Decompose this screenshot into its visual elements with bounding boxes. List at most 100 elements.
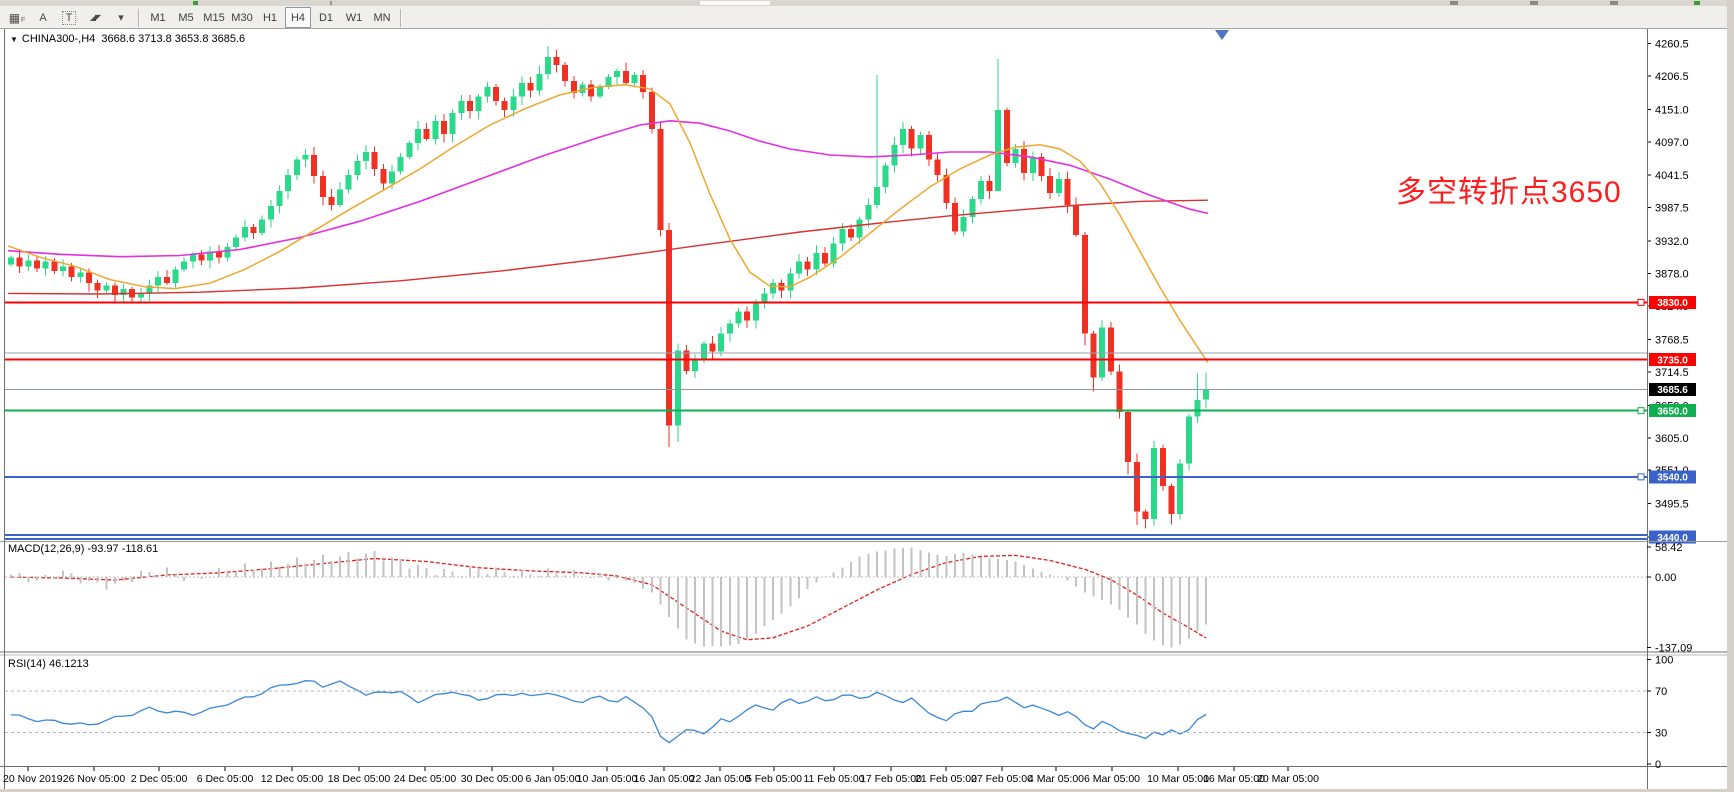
timeframe-button-h1[interactable]: H1 [262, 11, 278, 24]
svg-text:3714.5: 3714.5 [1655, 367, 1689, 379]
price-badge-3650.0: 3650.0 [1649, 404, 1696, 417]
svg-text:10 Jan 05:00: 10 Jan 05:00 [577, 773, 638, 785]
svg-text:16 Mar 05:00: 16 Mar 05:00 [1203, 773, 1265, 785]
svg-text:17 Feb 05:00: 17 Feb 05:00 [860, 773, 922, 785]
right-shift-marker-icon[interactable] [1215, 30, 1229, 40]
svg-text:16 Jan 05:00: 16 Jan 05:00 [634, 773, 695, 785]
clipped-icon-fragment [1694, 1, 1700, 5]
svg-text:26 Nov 05:00: 26 Nov 05:00 [63, 773, 126, 785]
svg-text:27 Feb 05:00: 27 Feb 05:00 [971, 773, 1033, 785]
svg-text:4041.5: 4041.5 [1655, 170, 1689, 182]
svg-text:70: 70 [1655, 686, 1667, 698]
price-badge-3540.0: 3540.0 [1649, 470, 1696, 484]
svg-text:18 Dec 05:00: 18 Dec 05:00 [328, 773, 391, 785]
svg-text:30: 30 [1655, 728, 1667, 740]
drawing-tools-group: ▦ F A T ◢◤ ▾ [0, 6, 134, 29]
timeframe-button-h4[interactable]: H4 [285, 7, 311, 28]
clipped-icon-fragment [193, 1, 198, 5]
level-anchor-handle[interactable] [1637, 473, 1645, 481]
time-axis: 20 Nov 2019 26 Nov 05:00 2 Dec 05:00 6 Dec … [3, 773, 1319, 785]
current-price-badge: 3685.6 [1649, 382, 1696, 396]
svg-text:3605.0: 3605.0 [1655, 433, 1689, 445]
price-badge-3440.0: 3440.0 [1649, 530, 1696, 544]
level-anchor-handle[interactable] [1637, 407, 1645, 415]
svg-text:4097.0: 4097.0 [1655, 137, 1689, 149]
svg-text:3987.5: 3987.5 [1655, 203, 1689, 215]
clipped-upper-toolbar [0, 0, 1734, 6]
chart-symbol-title: ▼ CHINA300-,H4 3668.6 3713.8 3653.8 3685.… [10, 33, 245, 45]
toolbar-separator [400, 8, 402, 27]
symbol-ohlc-text: CHINA300-,H4 3668.6 3713.8 3653.8 3685.6 [21, 33, 246, 45]
svg-text:30 Dec 05:00: 30 Dec 05:00 [461, 773, 524, 785]
macd-signal-line [10, 554, 1207, 641]
svg-text:3932.0: 3932.0 [1655, 236, 1689, 248]
svg-text:2 Dec 05:00: 2 Dec 05:00 [131, 773, 188, 785]
level-anchor-handle[interactable] [1637, 298, 1645, 306]
svg-text:11 Feb 05:00: 11 Feb 05:00 [803, 773, 864, 785]
window-right-frame [1727, 0, 1734, 792]
clipped-icon-fragment [700, 1, 770, 5]
svg-text:3768.5: 3768.5 [1655, 334, 1689, 346]
text-box-icon[interactable]: T [58, 9, 80, 27]
ma-red-slow [7, 199, 1209, 295]
symbol-dropdown-icon[interactable]: ▼ [10, 35, 18, 44]
svg-text:3685.6: 3685.6 [1657, 385, 1688, 396]
window-bottom-frame [0, 789, 1734, 792]
svg-text:3650.0: 3650.0 [1657, 406, 1688, 417]
rsi-line [10, 680, 1207, 744]
cursor-arrows-icon[interactable]: ◢◤ [89, 13, 101, 22]
svg-text:3878.0: 3878.0 [1655, 269, 1689, 281]
chart-background [0, 29, 1727, 789]
svg-text:5 Feb 05:00: 5 Feb 05:00 [746, 773, 802, 785]
svg-text:6 Mar 05:00: 6 Mar 05:00 [1084, 773, 1140, 785]
svg-text:24 Dec 05:00: 24 Dec 05:00 [394, 773, 457, 785]
timeframe-button-m1[interactable]: M1 [150, 11, 166, 24]
clipped-icon-fragment [1450, 1, 1458, 5]
svg-text:6 Dec 05:00: 6 Dec 05:00 [197, 773, 254, 785]
svg-text:3495.5: 3495.5 [1655, 499, 1689, 511]
svg-text:22 Jan 05:00: 22 Jan 05:00 [690, 773, 751, 785]
grid-field-icon-sub: F [21, 17, 26, 24]
tools-dropdown-caret-icon[interactable]: ▾ [118, 12, 124, 24]
svg-text:58.42: 58.42 [1655, 542, 1683, 554]
clipped-icon-fragment [1610, 1, 1618, 5]
timeframe-button-m30[interactable]: M30 [231, 11, 253, 24]
macd-pane: 58.42 0.00 -137.09 [10, 542, 1692, 655]
svg-text:0.00: 0.00 [1655, 572, 1676, 584]
svg-text:3830.0: 3830.0 [1657, 298, 1688, 309]
svg-text:3735.0: 3735.0 [1657, 355, 1688, 366]
svg-text:4260.5: 4260.5 [1655, 38, 1689, 50]
timeframe-button-m15[interactable]: M15 [203, 11, 225, 24]
svg-text:4206.5: 4206.5 [1655, 71, 1689, 83]
font-a-icon[interactable]: A [39, 11, 47, 24]
svg-text:100: 100 [1655, 655, 1673, 667]
timeframe-button-mn[interactable]: MN [373, 11, 391, 24]
top-toolbar: ▦ F A T ◢◤ ▾ M1 M5 M15 M30 H1 H4 D1 W1 MN [0, 6, 1734, 30]
rsi-pane: 100 70 30 0 [10, 655, 1673, 771]
svg-text:20 Nov 2019: 20 Nov 2019 [3, 773, 63, 785]
svg-text:4 Mar 05:00: 4 Mar 05:00 [1028, 773, 1084, 785]
svg-text:3440.0: 3440.0 [1657, 533, 1688, 544]
svg-text:4151.0: 4151.0 [1655, 104, 1689, 116]
svg-text:12 Dec 05:00: 12 Dec 05:00 [261, 773, 324, 785]
clipped-icon-fragment [1530, 1, 1538, 5]
toolbar-separator [138, 8, 140, 27]
ma-magenta-medium [7, 119, 1209, 258]
rsi-indicator-label: RSI(14) 46.1213 [8, 658, 89, 670]
price-badge-3735.0: 3735.0 [1649, 353, 1696, 366]
svg-text:10 Mar 05:00: 10 Mar 05:00 [1147, 773, 1209, 785]
timeframe-button-w1[interactable]: W1 [345, 11, 363, 24]
svg-text:6 Jan 05:00: 6 Jan 05:00 [526, 773, 581, 785]
grid-field-icon[interactable]: ▦ F [8, 10, 26, 25]
ma-orange-fast [7, 83, 1209, 364]
timeframe-button-m5[interactable]: M5 [178, 11, 194, 24]
timeframe-button-d1[interactable]: D1 [318, 11, 334, 24]
svg-text:0: 0 [1655, 759, 1661, 771]
price-badge-3830.0: 3830.0 [1649, 295, 1696, 309]
chart-annotation-text: 多空转折点3650 [1396, 176, 1622, 209]
macd-indicator-label: MACD(12,26,9) -93.97 -118.61 [8, 543, 159, 555]
svg-text:21 Feb 05:00: 21 Feb 05:00 [915, 773, 977, 785]
svg-text:20 Mar 05:00: 20 Mar 05:00 [1257, 773, 1319, 785]
timeframe-group: M1 M5 M15 M30 H1 H4 D1 W1 MN [144, 6, 396, 29]
